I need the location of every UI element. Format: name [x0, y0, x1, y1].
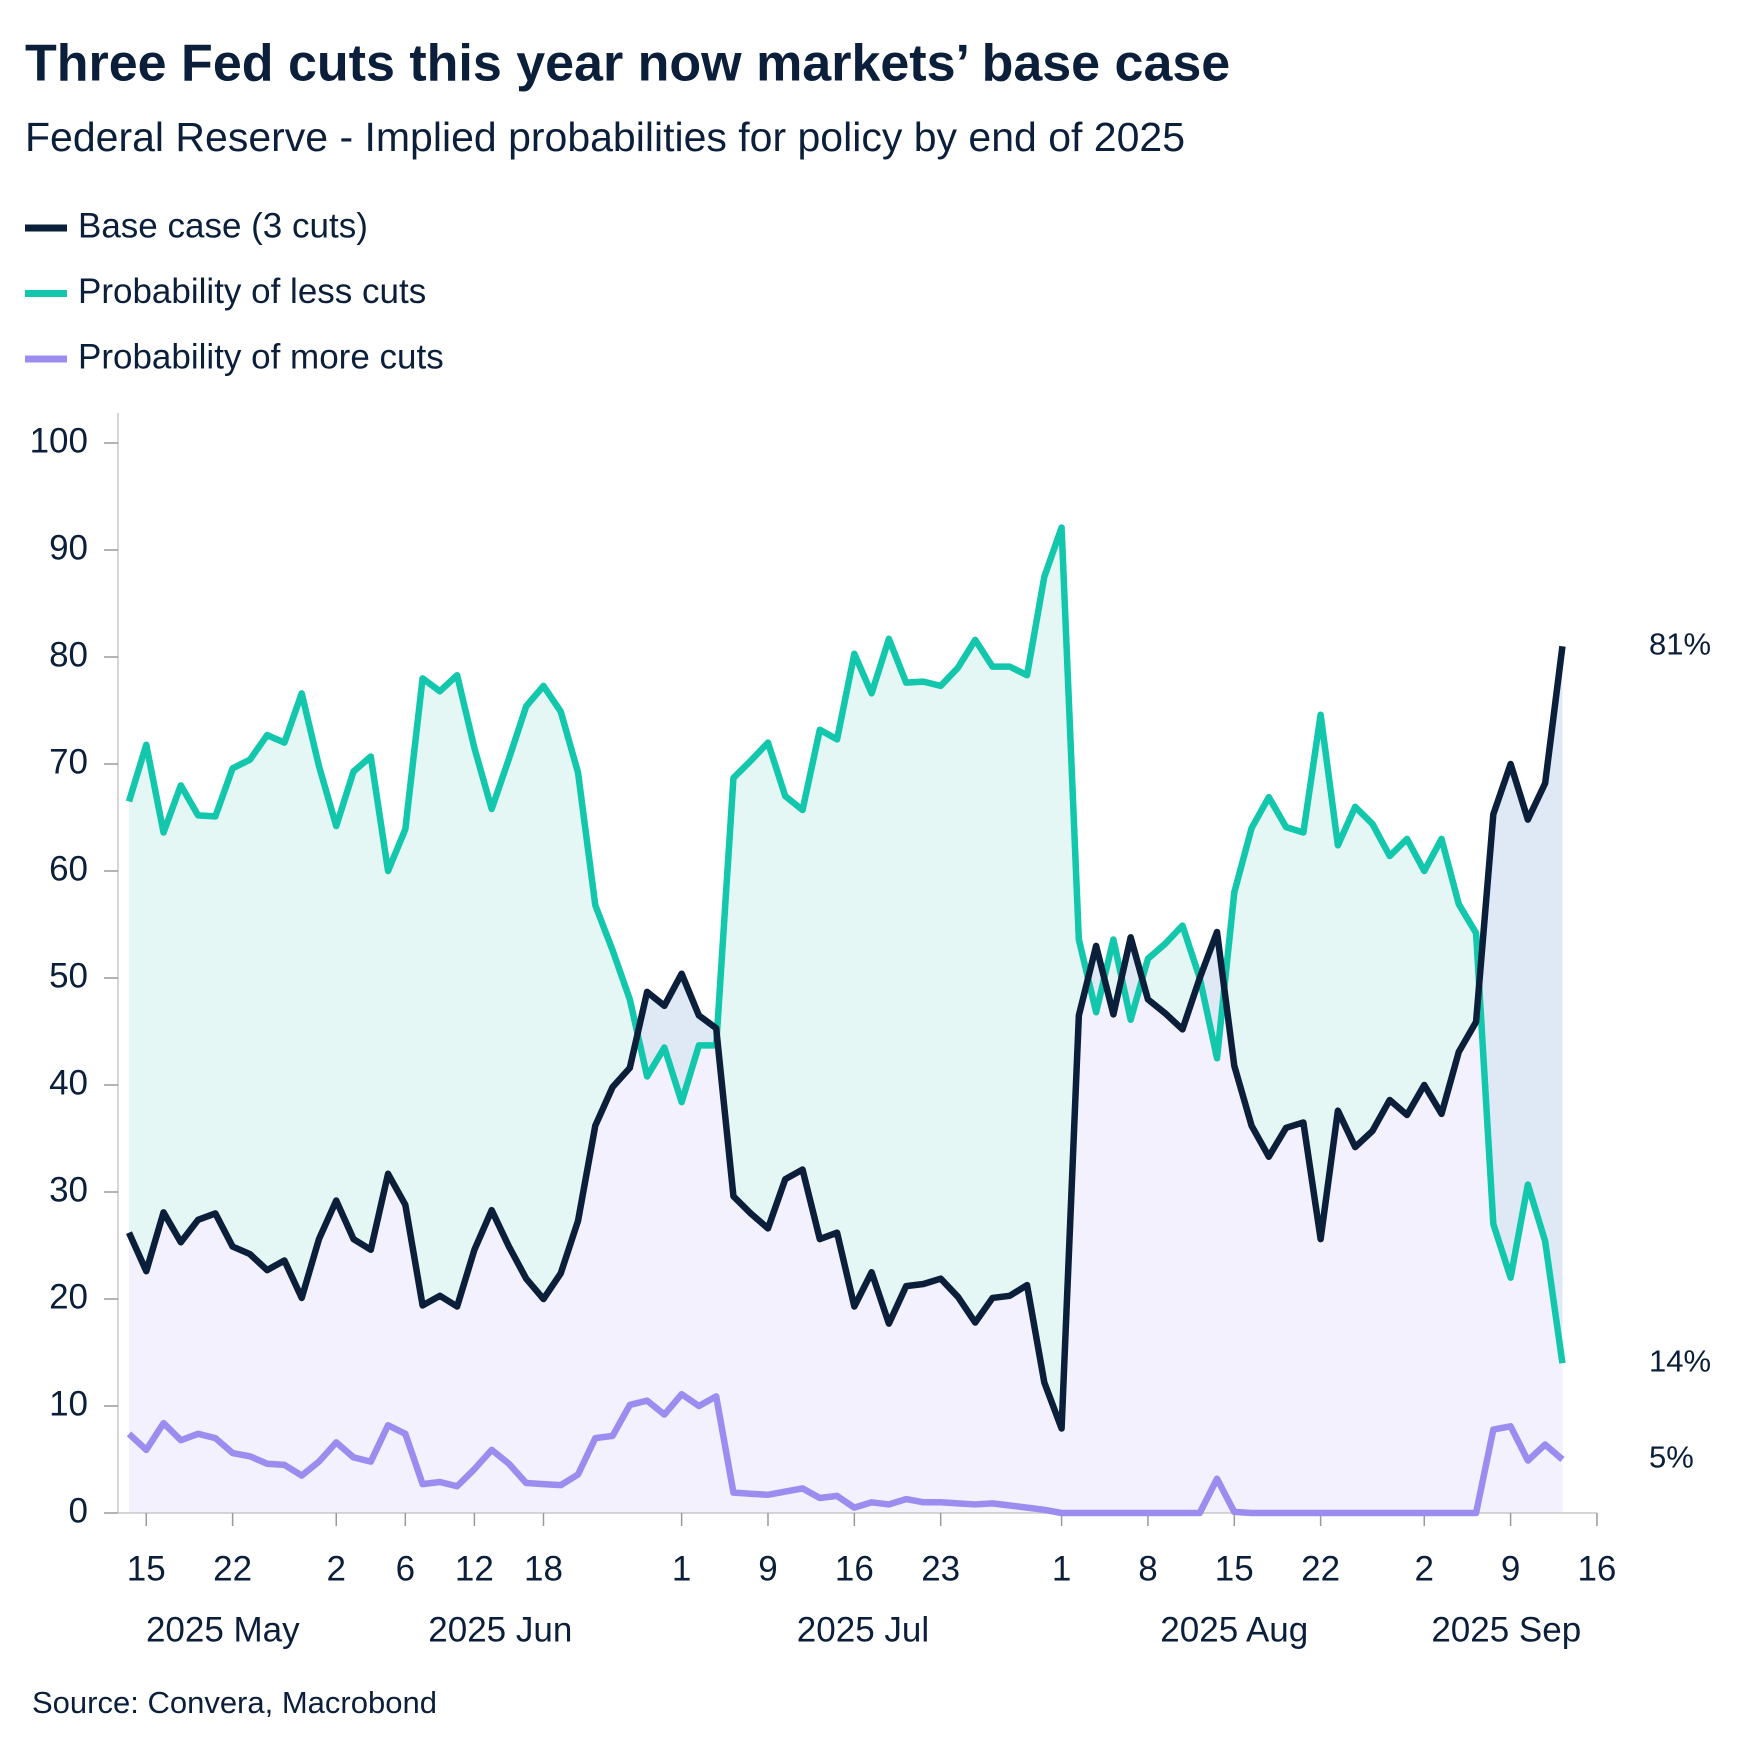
- y-tick-label: 50: [49, 956, 88, 995]
- x-tick-label: 22: [1301, 1549, 1340, 1588]
- y-tick-label: 20: [49, 1277, 88, 1316]
- month-label: 2025 Jun: [428, 1610, 572, 1649]
- x-tick-label: 9: [1501, 1549, 1520, 1588]
- x-tick-label: 2: [1415, 1549, 1434, 1588]
- month-label: 2025 Jul: [797, 1610, 929, 1649]
- legend-label: Probability of less cuts: [78, 272, 426, 311]
- legend-label: Probability of more cuts: [78, 337, 444, 376]
- x-tick-label: 18: [524, 1549, 563, 1588]
- x-tick-label: 1: [672, 1549, 691, 1588]
- series-line: [125, 524, 1566, 1364]
- y-tick-label: 10: [49, 1384, 88, 1423]
- chart-title: Three Fed cuts this year now markets’ ba…: [25, 35, 1230, 93]
- y-tick-label: 70: [49, 742, 88, 781]
- y-tick-label: 60: [49, 849, 88, 888]
- month-label: 2025 May: [146, 1610, 300, 1649]
- month-label: 2025 Sep: [1431, 1610, 1581, 1649]
- x-tick-label: 23: [921, 1549, 960, 1588]
- x-tick-label: 15: [1215, 1549, 1254, 1588]
- y-tick-label: 80: [49, 635, 88, 674]
- y-tick-label: 90: [49, 528, 88, 567]
- y-tick-label: 40: [49, 1063, 88, 1102]
- legend-label: Base case (3 cuts): [78, 206, 368, 245]
- series-line: [126, 1390, 1565, 1517]
- x-tick-label: 9: [758, 1549, 777, 1588]
- y-tick-label: 100: [30, 421, 88, 460]
- x-tick-label: 22: [213, 1549, 252, 1588]
- y-tick-label: 30: [49, 1170, 88, 1209]
- y-tick-label: 0: [69, 1491, 88, 1530]
- x-tick-label: 8: [1138, 1549, 1157, 1588]
- x-tick-label: 15: [127, 1549, 166, 1588]
- x-tick-label: 6: [396, 1549, 415, 1588]
- series-line: [126, 645, 1566, 1432]
- x-tick-label: 2: [327, 1549, 346, 1588]
- area-fill: [129, 646, 1563, 1513]
- x-tick-label: 12: [455, 1549, 494, 1588]
- x-tick-label: 1: [1052, 1549, 1071, 1588]
- chart-subtitle: Federal Reserve - Implied probabilities …: [25, 114, 1185, 160]
- end-label: 14%: [1649, 1343, 1711, 1378]
- source-note: Source: Convera, Macrobond: [32, 1685, 437, 1720]
- x-tick-label: 16: [835, 1549, 874, 1588]
- x-tick-label: 16: [1577, 1549, 1616, 1588]
- month-label: 2025 Aug: [1160, 1610, 1308, 1649]
- end-label: 5%: [1649, 1440, 1694, 1475]
- end-label: 81%: [1649, 626, 1711, 661]
